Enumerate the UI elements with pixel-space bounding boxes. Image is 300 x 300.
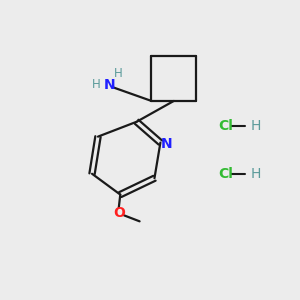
Text: Cl: Cl xyxy=(218,119,233,133)
Text: H: H xyxy=(92,78,101,91)
Text: O: O xyxy=(113,206,125,220)
Text: H: H xyxy=(114,67,123,80)
Text: H: H xyxy=(250,119,261,133)
Text: N: N xyxy=(104,78,116,92)
Text: H: H xyxy=(250,167,261,181)
Text: Cl: Cl xyxy=(218,167,233,181)
Text: N: N xyxy=(161,137,173,151)
